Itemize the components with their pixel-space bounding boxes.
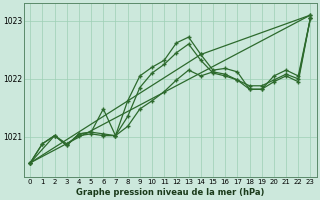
- X-axis label: Graphe pression niveau de la mer (hPa): Graphe pression niveau de la mer (hPa): [76, 188, 265, 197]
